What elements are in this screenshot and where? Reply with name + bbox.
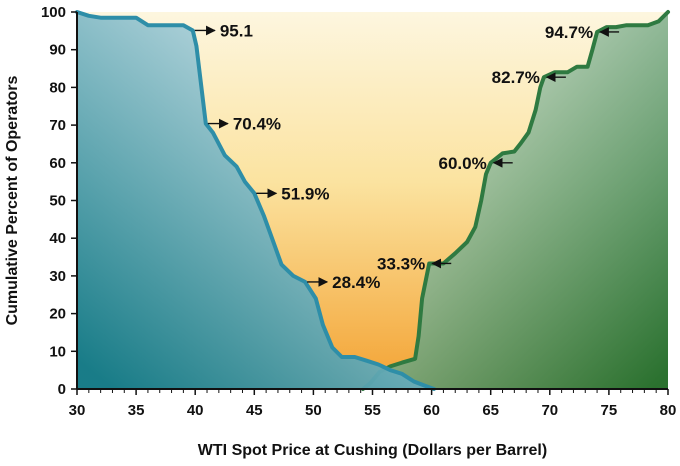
x-tick-label: 45 <box>246 402 263 419</box>
y-tick-label: 30 <box>49 268 66 285</box>
x-axis-title: WTI Spot Price at Cushing (Dollars per B… <box>198 442 547 459</box>
x-tick-label: 60 <box>423 402 440 419</box>
x-tick-label: 30 <box>69 402 86 419</box>
y-tick-label: 40 <box>49 230 66 247</box>
y-tick-label: 20 <box>49 306 66 323</box>
x-tick-label: 80 <box>660 402 677 419</box>
annotation-label: 70.4% <box>233 115 281 134</box>
series-area-rising <box>363 12 668 389</box>
annotation-label: 95.1 <box>220 21 253 40</box>
x-tick-label: 40 <box>187 402 204 419</box>
annotation-label: 28.4% <box>332 273 380 292</box>
axes-layer: 30 35 40 45 50 55 60 65 70 75 80 0 10 20 30 40 50 60 70 80 9… <box>41 4 676 419</box>
annotation-label: 82.7% <box>492 68 540 87</box>
y-tick-label: 50 <box>49 193 66 210</box>
annotation-layer: 95.1 70.4% 51.9% 28.4%33.3% 60.0% 82.7% 94.7% <box>194 21 620 292</box>
y-tick-label: 80 <box>49 79 66 96</box>
annotation-label: 60.0% <box>438 154 486 173</box>
x-tick-label: 70 <box>541 402 558 419</box>
annotation-label: 94.7% <box>545 23 593 42</box>
y-axis-title: Cumulative Percent of Operators <box>4 75 21 325</box>
y-tick-label: 10 <box>49 343 66 360</box>
x-tick-label: 50 <box>305 402 322 419</box>
y-tick-label: 0 <box>58 381 66 398</box>
x-tick-label: 35 <box>128 402 145 419</box>
annotation-label: 51.9% <box>281 184 329 203</box>
y-tick-label: 70 <box>49 117 66 134</box>
y-tick-label: 90 <box>49 42 66 59</box>
y-tick-label: 100 <box>41 4 66 21</box>
x-tick-label: 65 <box>482 402 499 419</box>
x-tick-label: 75 <box>601 402 618 419</box>
y-tick-label: 60 <box>49 155 66 172</box>
x-tick-label: 55 <box>364 402 381 419</box>
series-line-declining <box>75 10 436 391</box>
annotation-label: 33.3% <box>377 254 425 273</box>
